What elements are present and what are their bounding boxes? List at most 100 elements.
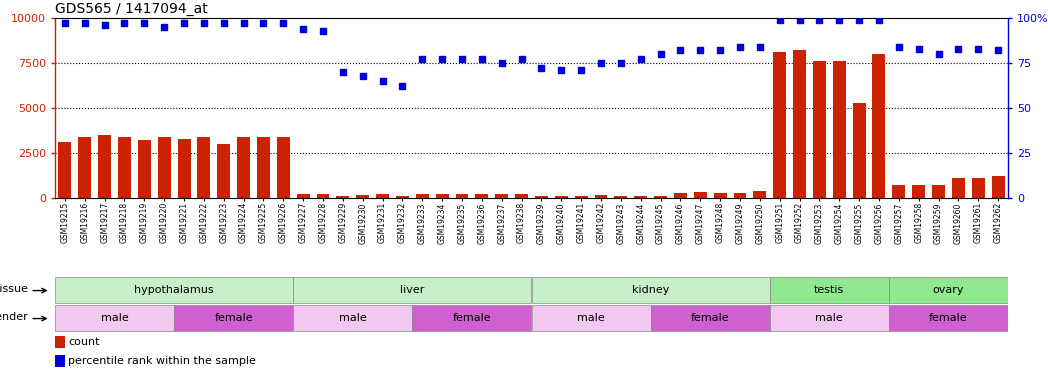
Bar [293, 304, 412, 332]
Text: female: female [930, 313, 967, 323]
Bar [889, 276, 1008, 303]
Bar [118, 137, 131, 198]
Point [116, 20, 133, 26]
Point [314, 28, 331, 34]
Point [791, 17, 808, 23]
Text: kidney: kidney [632, 285, 670, 295]
Bar [773, 52, 786, 198]
Bar [396, 196, 409, 198]
Bar [892, 185, 905, 198]
Bar [376, 194, 389, 198]
Bar [769, 304, 889, 332]
Bar [694, 192, 706, 198]
Bar [237, 137, 250, 198]
Text: male: male [577, 313, 605, 323]
Bar [912, 185, 925, 198]
Bar [991, 176, 1005, 198]
Bar [197, 137, 211, 198]
Point [156, 24, 173, 30]
Point [652, 51, 669, 57]
Bar [574, 196, 588, 198]
Point [275, 20, 291, 26]
Text: male: male [815, 313, 844, 323]
Point [414, 56, 431, 62]
Bar [952, 178, 965, 198]
Point [672, 47, 689, 53]
Bar [416, 194, 429, 198]
Point [831, 17, 848, 23]
Bar [54, 276, 293, 303]
Bar [889, 304, 1008, 332]
Point [891, 44, 908, 50]
Bar [54, 336, 65, 348]
Point [692, 47, 708, 53]
Point [354, 73, 371, 79]
Point [712, 47, 728, 53]
Text: female: female [215, 313, 253, 323]
Bar [316, 194, 329, 198]
Text: percentile rank within the sample: percentile rank within the sample [68, 356, 256, 366]
Text: female: female [453, 313, 492, 323]
Point [911, 46, 927, 52]
Bar [769, 276, 889, 303]
Point [136, 20, 153, 26]
Bar [496, 194, 508, 198]
Bar [54, 355, 65, 367]
Bar [336, 196, 349, 198]
Point [454, 56, 471, 62]
Text: female: female [691, 313, 729, 323]
Point [255, 20, 271, 26]
Point [474, 56, 490, 62]
Bar [793, 50, 806, 198]
Bar [217, 144, 231, 198]
Text: count: count [68, 337, 100, 347]
Bar [79, 137, 91, 198]
Text: male: male [101, 313, 129, 323]
Bar [714, 193, 726, 198]
Point [751, 44, 768, 50]
Text: tissue: tissue [0, 284, 28, 294]
Bar [674, 193, 686, 198]
Bar [436, 194, 449, 198]
Point [96, 22, 113, 28]
Point [931, 51, 947, 57]
Point [811, 17, 828, 23]
Point [573, 67, 590, 73]
Bar [833, 61, 846, 198]
Bar [138, 140, 151, 198]
Point [57, 20, 73, 26]
Bar [177, 139, 191, 198]
Bar [456, 194, 468, 198]
Bar [531, 304, 651, 332]
Bar [412, 304, 531, 332]
Text: gender: gender [0, 312, 28, 322]
Bar [554, 196, 568, 198]
Bar [853, 103, 866, 198]
Point [612, 60, 629, 66]
Point [514, 56, 530, 62]
Bar [257, 137, 270, 198]
Point [394, 83, 411, 89]
Text: testis: testis [814, 285, 845, 295]
Bar [754, 191, 766, 198]
Point [949, 46, 966, 52]
Point [235, 20, 252, 26]
Point [771, 17, 788, 23]
Bar [971, 178, 985, 198]
Bar [356, 195, 369, 198]
Bar [158, 137, 171, 198]
Point [374, 78, 391, 84]
Bar [59, 142, 71, 198]
Text: male: male [339, 313, 367, 323]
Bar [651, 304, 769, 332]
Bar [534, 196, 548, 198]
Bar [813, 61, 826, 198]
Point [196, 20, 213, 26]
Point [176, 20, 193, 26]
Bar [634, 196, 648, 198]
Point [533, 65, 550, 71]
Text: liver: liver [400, 285, 424, 295]
Point [434, 56, 451, 62]
Text: hypothalamus: hypothalamus [134, 285, 214, 295]
Point [871, 17, 888, 23]
